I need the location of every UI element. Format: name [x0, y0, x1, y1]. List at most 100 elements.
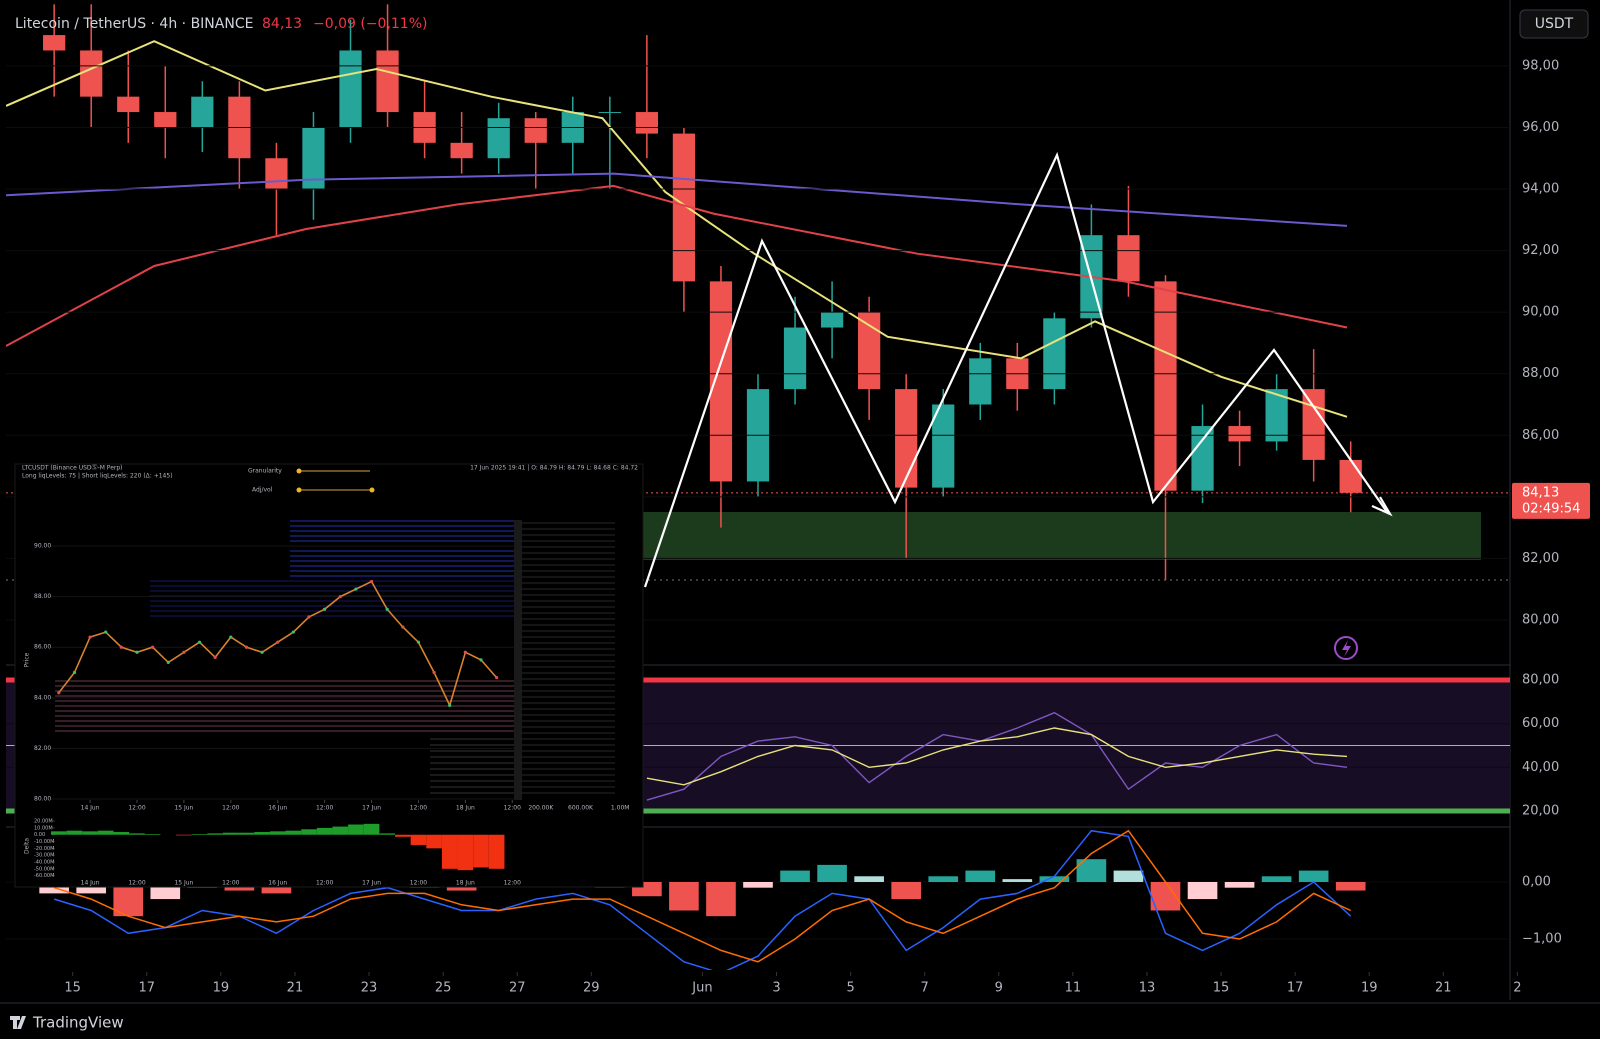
inset-price-point: [213, 655, 217, 659]
inset-y-tick-label: 84.00: [34, 694, 51, 701]
inset-price-point: [244, 645, 249, 649]
inset-delta-bar: [332, 826, 349, 835]
candle-body: [783, 327, 807, 390]
currency-button[interactable]: [1519, 9, 1589, 39]
inset-price-point: [369, 579, 374, 584]
macd-histogram-bar: [39, 881, 69, 894]
y-tick-label: 92,00: [1522, 243, 1559, 258]
volume-profile: [515, 520, 615, 795]
inset-delta-bar: [207, 833, 223, 835]
x-tick-label: 3: [772, 981, 780, 996]
candle-body: [1228, 426, 1251, 442]
brand-logo: [10, 1016, 26, 1029]
y-tick-label: 20,00: [1522, 804, 1559, 819]
inset-price-point: [495, 675, 499, 680]
y-tick-label: 90,00: [1522, 305, 1559, 320]
inset-price-point: [338, 595, 342, 599]
inset-control-label: Granularity: [248, 468, 282, 475]
currency-label[interactable]: USDT: [1535, 16, 1574, 32]
macd-histogram-bar: [1002, 879, 1033, 882]
macd-histogram-bar: [1298, 870, 1329, 882]
alert-icon[interactable]: [1334, 636, 1358, 660]
candle-body: [820, 312, 844, 328]
y-tick-label: 80,00: [1522, 672, 1559, 687]
candle-body: [524, 118, 547, 143]
y-tick-label: 40,00: [1522, 760, 1559, 775]
inset-x-tick-label: 12:00: [410, 880, 427, 887]
inset-price-point: [323, 607, 327, 611]
background-layer: [0, 0, 1600, 1004]
inset-delta-bar: [488, 834, 505, 869]
candle-body: [969, 358, 992, 405]
inset-price-point: [57, 691, 61, 695]
inset-x-tick-label: 15 Jun: [174, 880, 193, 887]
inset-x-tick-label: 17 Jun: [362, 880, 381, 887]
inset-price-point: [463, 650, 467, 654]
inset-delta-tick-label: 20.00M: [34, 819, 53, 825]
moving-average: [6, 40, 1348, 418]
x-tick-label: 21: [287, 981, 304, 996]
rsi-line: [646, 727, 1348, 786]
inset-x-tick-label: 15 Jun: [174, 805, 193, 812]
inset-x-tick-label: 12:00: [222, 805, 239, 812]
inset-slider-knob: [296, 487, 302, 493]
inset-price-point: [119, 645, 123, 649]
alert-icon-bolt: [1342, 640, 1351, 657]
inset-price-point: [135, 650, 139, 654]
x-tick-label: 11: [1065, 981, 1082, 996]
long-liq-levels: [430, 735, 515, 795]
candle-body: [1117, 235, 1140, 282]
candle-body: [43, 35, 66, 51]
x-tick-label: 15: [64, 981, 81, 996]
inset-price-point: [151, 645, 155, 649]
x-tick-label: 15: [1213, 981, 1230, 996]
countdown-label: 02:49:54: [1522, 501, 1580, 516]
candle-body: [1154, 281, 1177, 491]
inset-price-point: [197, 640, 202, 644]
macd-histogram-bar: [817, 864, 847, 882]
inset-delta-tick-label: -60.00M: [34, 873, 54, 879]
arrow-head: [1371, 496, 1393, 517]
inset-delta-tick-label: -20.00M: [34, 846, 54, 852]
inset-volume-tick-label: 1.00M: [611, 805, 630, 812]
x-tick-label: 2: [1513, 981, 1521, 996]
inset-delta-bar: [113, 832, 130, 835]
candle-body: [450, 142, 473, 159]
inset-ohlc: 17 Jun 2025 19:41 | O: 84.79 H: 84.79 L:…: [470, 465, 638, 472]
inset-x-tick-label: 16 Jun: [268, 805, 287, 812]
x-tick-label: 7: [921, 981, 929, 996]
inset-price-point: [276, 640, 280, 644]
inset-screenshot: LTCUSDT (Binance USDⓈ-M Perp) Long liqLe…: [14, 463, 644, 888]
inset-delta-bar: [379, 833, 395, 835]
candle-body: [895, 389, 918, 488]
inset-price-point: [166, 660, 170, 665]
header-change: −0,09 (−0,11%): [313, 16, 427, 32]
inset-y-tick-label: 80.00: [34, 795, 51, 802]
candle-body: [487, 118, 510, 159]
inset-y-tick-label: 90.00: [34, 543, 51, 550]
inset-price-point: [260, 650, 264, 654]
inset-delta-bar: [394, 834, 411, 837]
inset-delta-bar: [457, 834, 474, 871]
axes-layer: Litecoin / TetherUS · 4h · BINANCE 84,13…: [10, 9, 1590, 1032]
drawings: [643, 151, 1393, 660]
rsi-line: [646, 711, 1348, 801]
candle-body: [1302, 389, 1325, 460]
macd-histogram-bar: [706, 881, 736, 917]
zigzag-drawing: [643, 151, 1388, 588]
support-zone: [643, 512, 1481, 560]
inset-delta-bar: [269, 831, 286, 835]
y-tick-label: 88,00: [1522, 366, 1559, 381]
inset-delta-bar: [254, 832, 270, 835]
macd-line: [53, 829, 1352, 963]
inset-x-tick-label: 14 Jun: [81, 805, 100, 812]
macd-histogram-bar: [780, 870, 810, 882]
inset-y-tick-label: 88.00: [34, 593, 51, 600]
x-tick-label: 23: [361, 981, 378, 996]
inset-subtitle: Long liqLevels: 75 | Short liqLevels: 22…: [22, 473, 173, 480]
inset-x-tick-label: 12:00: [222, 880, 239, 887]
inset-delta-bar: [176, 834, 192, 836]
inset-price-point: [432, 670, 436, 675]
